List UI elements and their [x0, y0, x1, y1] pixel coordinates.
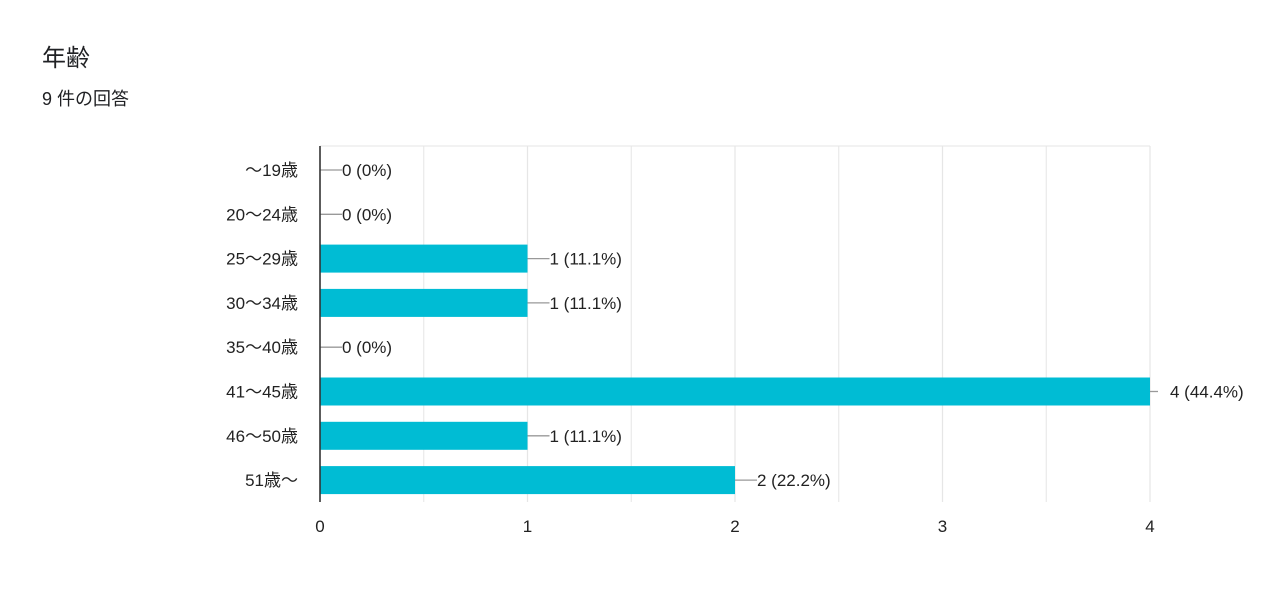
value-label: 0 (0%)	[342, 205, 392, 224]
category-label: 46〜50歳	[226, 427, 298, 446]
bar[interactable]	[320, 466, 735, 495]
bar[interactable]	[320, 377, 1150, 406]
response-count: 9 件の回答	[42, 89, 130, 109]
x-tick-label: 1	[523, 517, 532, 536]
bar[interactable]	[320, 244, 528, 273]
category-label: 51歳〜	[245, 471, 298, 490]
value-label: 0 (0%)	[342, 338, 392, 357]
value-label: 0 (0%)	[342, 161, 392, 180]
value-label: 1 (11.1%)	[550, 427, 622, 446]
bar[interactable]	[320, 288, 528, 317]
x-tick-label: 4	[1145, 517, 1154, 536]
category-label: 35〜40歳	[226, 338, 298, 357]
category-label: 30〜34歳	[226, 294, 298, 313]
value-label: 4 (44.4%)	[1170, 383, 1244, 402]
value-label: 2 (22.2%)	[757, 471, 831, 490]
x-tick-label: 0	[315, 517, 324, 536]
x-tick-label: 3	[938, 517, 947, 536]
question-title: 年齢	[42, 45, 90, 72]
value-label: 1 (11.1%)	[550, 250, 622, 269]
category-label: 20〜24歳	[226, 205, 298, 224]
category-label: 41〜45歳	[226, 383, 298, 402]
bar[interactable]	[320, 421, 528, 450]
category-label: 〜19歳	[245, 161, 298, 180]
value-label: 1 (11.1%)	[550, 294, 622, 313]
x-tick-label: 2	[730, 517, 739, 536]
category-label: 25〜29歳	[226, 250, 298, 269]
